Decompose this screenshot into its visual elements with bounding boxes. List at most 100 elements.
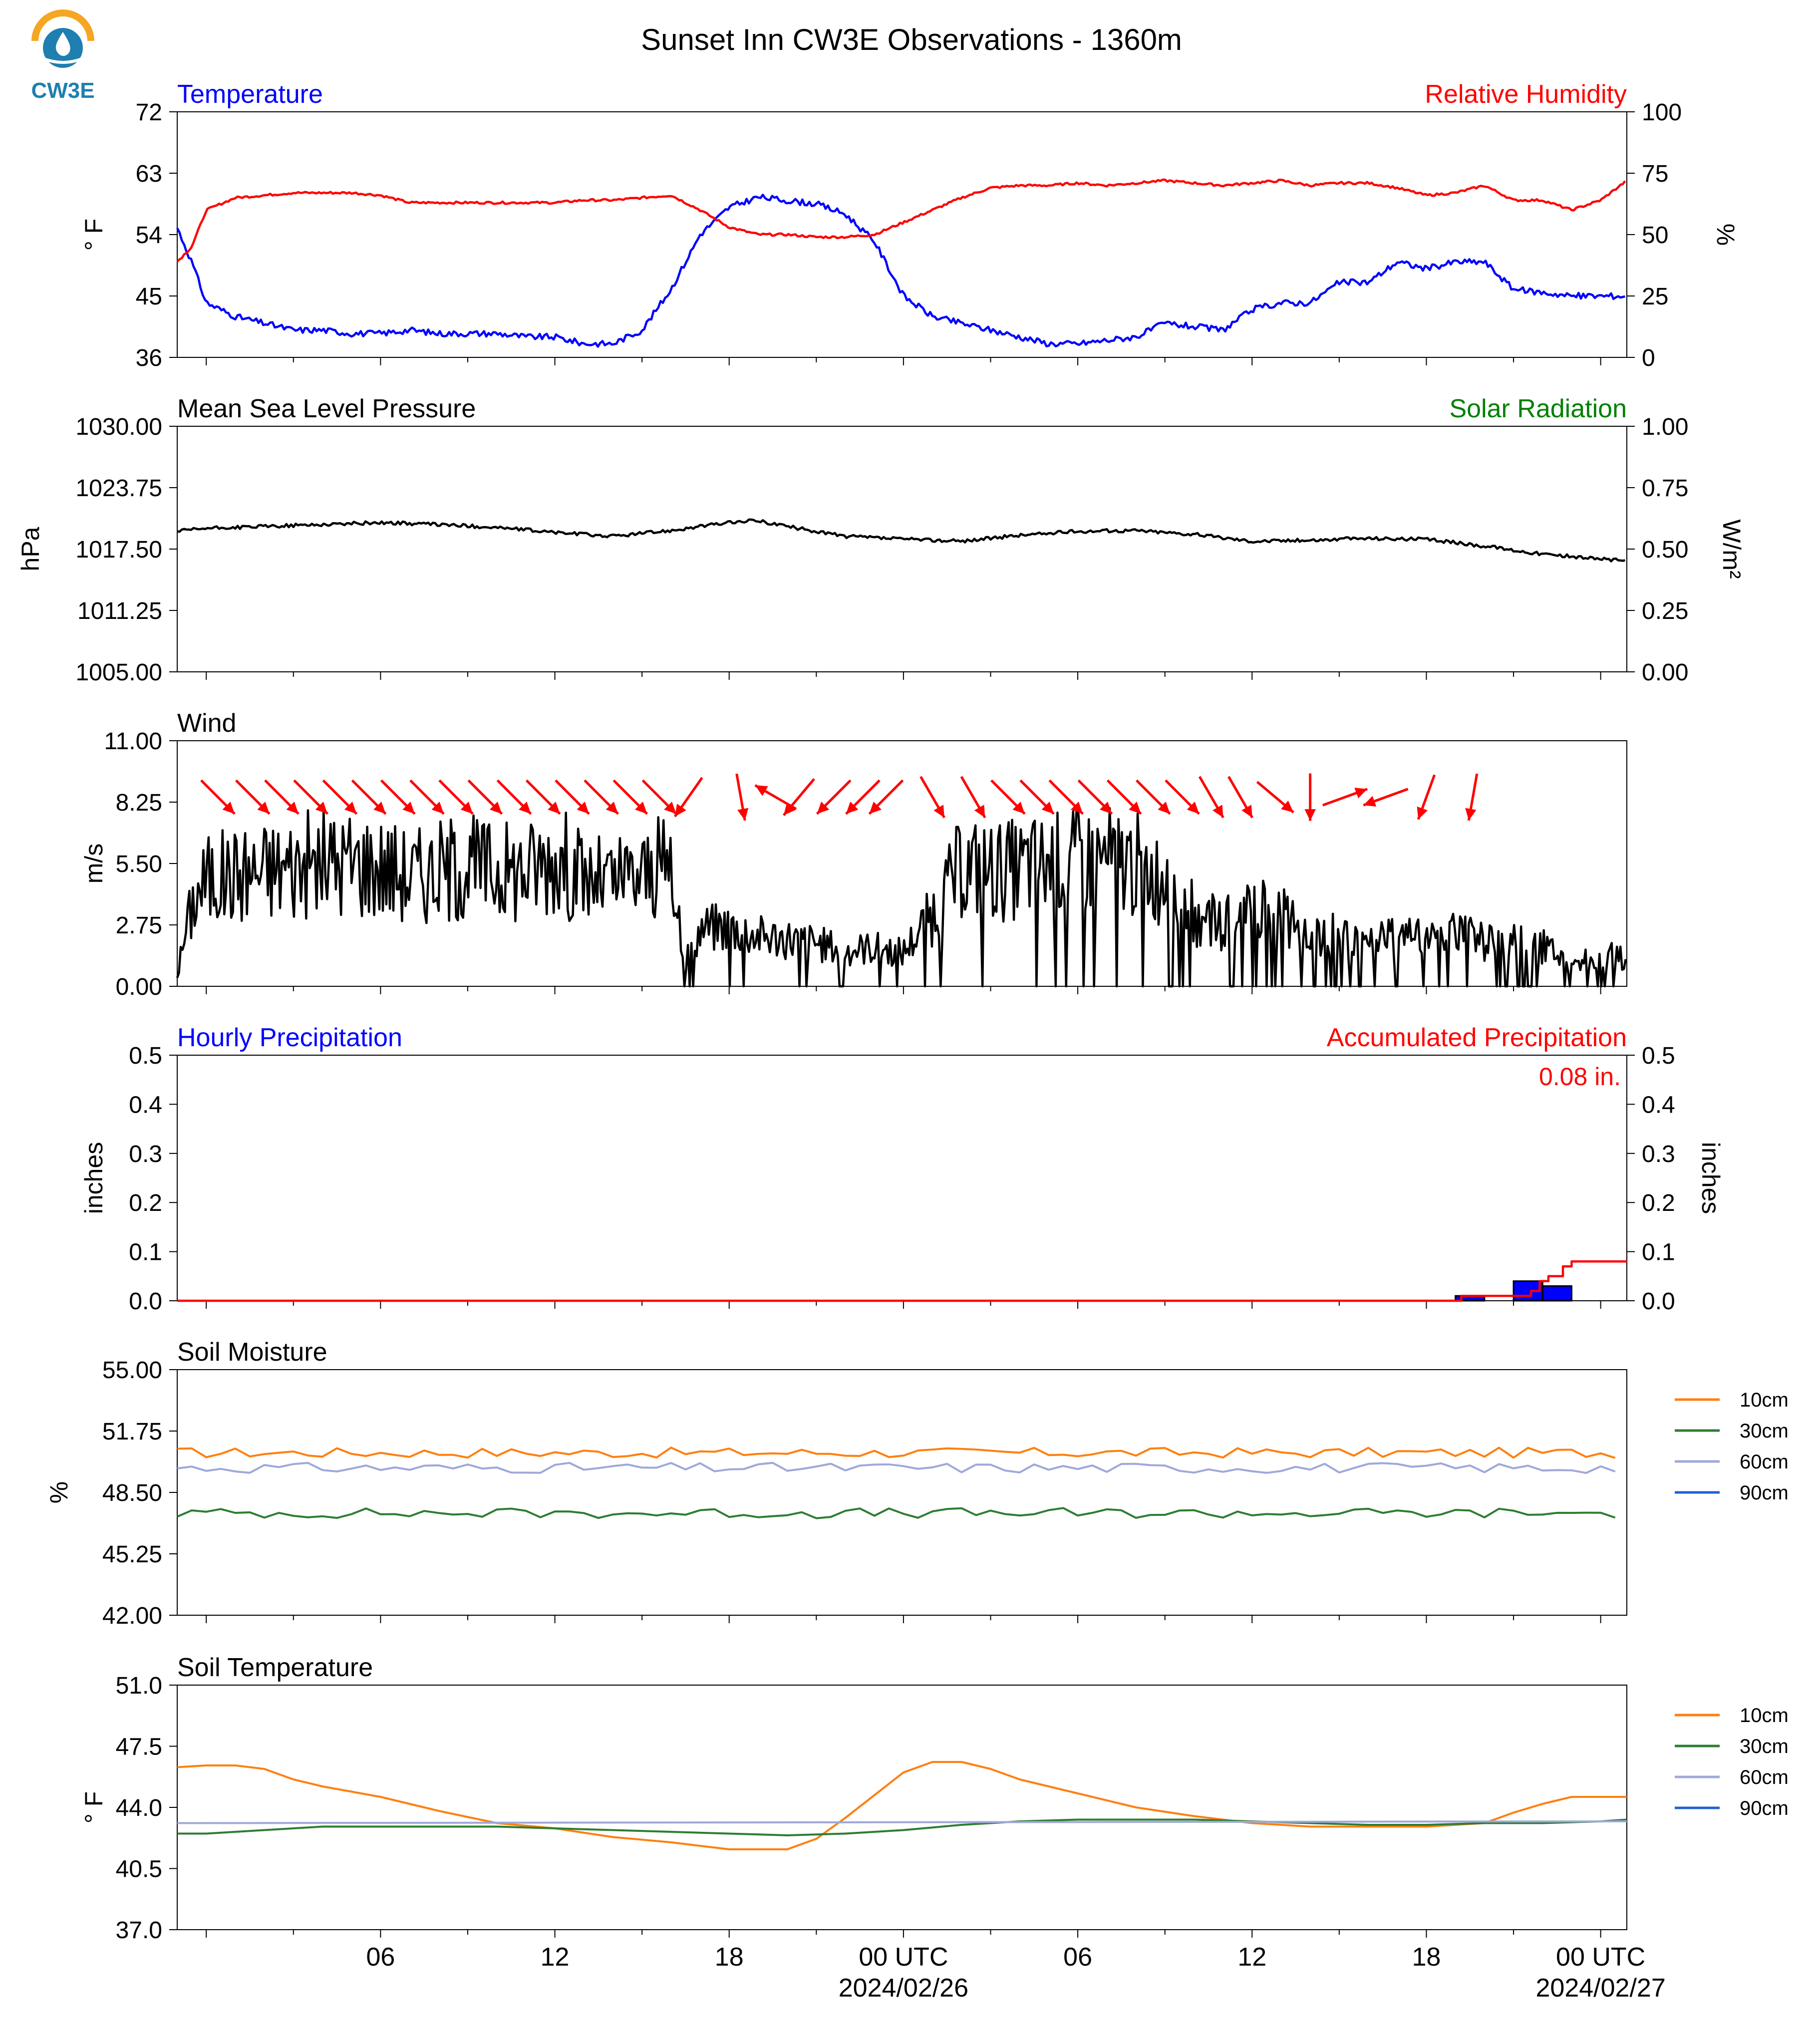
y-tick-label: 54 (136, 222, 162, 249)
wind-arrow (816, 779, 852, 815)
x-tick-label: 06 (1063, 1943, 1092, 1972)
logo-text: CW3E (31, 78, 94, 103)
series-accumulated-precipitation (177, 1260, 1627, 1302)
wind-arrow-head (1129, 802, 1141, 814)
y-tick-label: 0.00 (116, 974, 162, 1000)
y-tick-label: 45.25 (102, 1541, 162, 1568)
wind-arrow (612, 779, 648, 815)
y-axis-label: m/s (80, 844, 108, 884)
wind-arrow (1106, 779, 1142, 815)
legend-label: 90cm (1740, 1482, 1789, 1504)
wind-arrow (235, 779, 271, 815)
wind-arrow-head (1100, 802, 1112, 814)
legend-label: 30cm (1740, 1736, 1789, 1757)
y-tick-label-right: 75 (1642, 161, 1668, 187)
y-tick-label-right: 0.5 (1642, 1043, 1675, 1069)
y-tick-label: 8.25 (116, 790, 162, 816)
y-tick-label: 47.5 (116, 1734, 162, 1760)
wind-arrow (1198, 776, 1224, 819)
wind-arrow-head (1187, 802, 1200, 814)
panel-title-right: Accumulated Precipitation (1327, 1023, 1627, 1052)
wind-arrow (960, 776, 986, 819)
wind-arrow-head (606, 802, 618, 814)
wind-arrow (673, 777, 703, 818)
series-30cm (177, 1507, 1616, 1519)
wind-arrow-head (1070, 802, 1083, 814)
series-60cm (177, 1820, 1627, 1824)
y-tick-label: 0.4 (129, 1092, 162, 1118)
y-tick-label: 51.75 (102, 1419, 162, 1445)
wind-arrow (1136, 779, 1171, 815)
y-tick-label: 44.0 (116, 1795, 162, 1821)
x-tick-label: 18 (1412, 1943, 1441, 1972)
y-tick-label: 1023.75 (75, 475, 162, 502)
wind-arrow-head (257, 802, 270, 814)
wind-arrow (1465, 773, 1479, 821)
legend-label: 10cm (1740, 1705, 1789, 1727)
x-tick-label: 12 (1237, 1943, 1266, 1972)
series-10cm (177, 1447, 1616, 1459)
series-10cm (177, 1761, 1627, 1850)
series-30cm (177, 1818, 1627, 1836)
y-tick-label: 0.5 (129, 1043, 162, 1069)
wind-arrow (467, 779, 503, 815)
wind-arrow (584, 779, 619, 815)
y-tick-label: 51.0 (116, 1673, 162, 1699)
wind-arrow (1304, 773, 1316, 821)
panel-title-right: Solar Radiation (1449, 394, 1627, 423)
panel-title-left: Soil Temperature (177, 1653, 373, 1682)
logo-drop-icon (55, 32, 70, 56)
wind-arrow-head (817, 802, 830, 814)
y-tick-label-right: 0.0 (1642, 1288, 1675, 1315)
y-axis-label: hPa (16, 527, 44, 571)
wind-arrow (1077, 779, 1113, 815)
y-tick-label-right: 0 (1642, 345, 1655, 371)
y-tick-label-right: 100 (1642, 99, 1682, 126)
wind-arrow-head (1241, 805, 1252, 818)
precip-bar (1541, 1285, 1572, 1302)
wind-arrow (438, 779, 474, 815)
wind-arrow (1048, 779, 1084, 815)
wind-arrow-head (577, 802, 590, 814)
wind-arrow-head (373, 802, 386, 814)
panel-soil_moisture: Soil Moisture 42.00 45.25 48.50 51.75 55.00% 1… (45, 1338, 1789, 1629)
x-date-label: 2024/02/27 (1535, 1974, 1665, 2003)
wind-arrow (990, 779, 1026, 815)
y-axis-label: ° F (80, 1791, 108, 1823)
y-axis-label: % (45, 1481, 73, 1503)
y-tick-label: 5.50 (116, 851, 162, 877)
wind-arrow (735, 773, 749, 821)
y-tick-label: 40.5 (116, 1856, 162, 1883)
wind-arrow-head (548, 802, 560, 814)
legend-label: 60cm (1740, 1451, 1789, 1473)
wind-arrow (1019, 779, 1055, 815)
panel-title-left: Temperature (177, 80, 323, 109)
logo-sun-arc (31, 9, 94, 41)
x-date-label: 2024/02/26 (839, 1974, 968, 2003)
chart-title: Sunset Inn CW3E Observations - 1360m (641, 23, 1182, 56)
y-tick-label: 0.2 (129, 1190, 162, 1216)
y-tick-label: 1011.25 (77, 598, 162, 624)
y-tick-label-right: 0.2 (1642, 1190, 1675, 1216)
wind-arrow-head (1465, 808, 1477, 821)
y-tick-label: 42.00 (102, 1603, 162, 1629)
panel-wind: Wind 0.00 2.75 5.50 8.25 11.00 m/s (80, 709, 1627, 1000)
wind-arrow-head (431, 802, 444, 814)
wind-arrow (919, 776, 946, 819)
wind-arrow-head (315, 802, 328, 814)
wind-arrow (845, 779, 881, 815)
wind-arrow-head (1354, 788, 1368, 799)
y-tick-label-right: 1.00 (1642, 414, 1688, 440)
y-tick-label-right: 0.3 (1642, 1141, 1675, 1167)
cw3e-logo: CW3E (31, 9, 95, 103)
x-tick-label: 00 UTC (859, 1943, 948, 1972)
legend: 10cm 30cm 60cm 90cm (1675, 1389, 1789, 1504)
wind-arrow (1165, 779, 1200, 815)
y-axis-label-right: % (1712, 224, 1740, 246)
panel-pressure_solar: Mean Sea Level Pressure Solar Radiation 10… (16, 394, 1746, 686)
y-tick-label-right: 0.50 (1642, 537, 1688, 563)
panel-title-left: Mean Sea Level Pressure (177, 394, 476, 423)
